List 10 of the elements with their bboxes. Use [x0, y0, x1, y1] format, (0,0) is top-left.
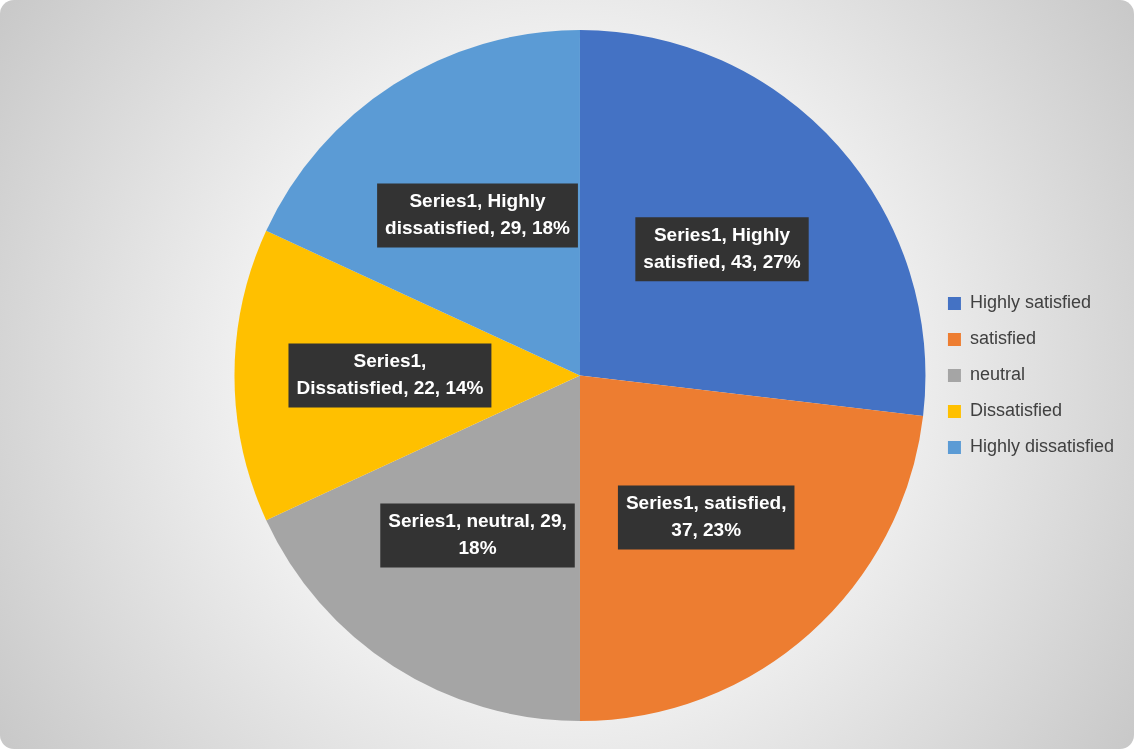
data-label: Series1, Highly satisfied, 43, 27% [643, 224, 801, 273]
legend-label: neutral [969, 364, 1025, 385]
data-label: Series1, Dissatisfied, 22, 14% [296, 350, 484, 399]
legend-label: satisfied [969, 328, 1036, 349]
legend-label: Dissatisfied [969, 400, 1062, 421]
data-label: Series1, Highly dissatisfied, 29, 18% [385, 190, 571, 239]
data-label: Series1, satisfied, 37, 23% [625, 492, 787, 541]
legend-label: Highly satisfied [969, 292, 1091, 313]
data-label: Series1, neutral, 29, 18% [388, 510, 567, 559]
legend-label: Highly dissatisfied [969, 436, 1114, 457]
